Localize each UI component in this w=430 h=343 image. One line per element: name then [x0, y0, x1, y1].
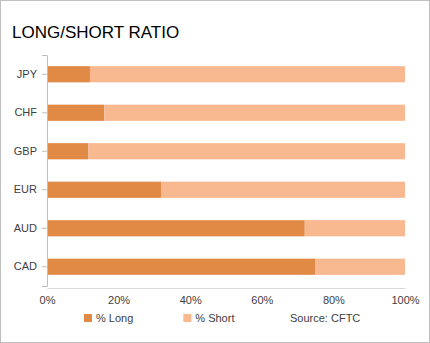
y-tick: JPY: [17, 68, 47, 80]
y-axis-line: [42, 56, 48, 287]
legend-swatch: [84, 314, 92, 322]
annotation: Source: CFTC: [290, 312, 360, 324]
x-tick-label: 0%: [40, 294, 56, 306]
x-tick: 20%: [108, 288, 130, 306]
y-tick-label: CHF: [14, 106, 37, 118]
y-tick: CHF: [14, 106, 47, 118]
y-tick-label: GBP: [14, 145, 37, 157]
x-tick-label: 40%: [180, 294, 202, 306]
y-tick-mark: [42, 228, 47, 229]
y-tick-label: EUR: [14, 183, 37, 195]
bar-segment: [162, 182, 405, 198]
x-tick-label: 60%: [251, 294, 273, 306]
y-tick-mark: [42, 266, 47, 267]
y-tick-label: JPY: [17, 68, 38, 80]
legend-label: % Long: [96, 312, 133, 324]
x-tick-label: 100%: [391, 294, 419, 306]
legend-label: % Short: [195, 312, 234, 324]
x-tick: 60%: [251, 288, 273, 306]
bar-segment: [47, 143, 88, 159]
x-tick: 100%: [391, 288, 419, 306]
x-axis: 0% 20% 40% 60% 80% 100%: [40, 288, 420, 306]
bar-segment: [305, 220, 405, 236]
y-axis: JPY CHF GBP EUR AUD CAD: [14, 56, 48, 287]
y-tick: AUD: [14, 222, 47, 234]
y-tick-mark: [42, 74, 47, 75]
legend-swatch: [183, 314, 191, 322]
bar-segment: [47, 182, 162, 198]
x-tick-label: 20%: [108, 294, 130, 306]
legend: % Long % Short: [84, 312, 234, 324]
bars: [47, 66, 405, 275]
chart: LONG/SHORT RATIO 0% 20% 40% 60% 80% 100% JPY CHF…: [0, 0, 430, 343]
y-tick-mark: [42, 151, 47, 152]
bar-segment: [316, 259, 406, 275]
y-tick: GBP: [14, 145, 47, 157]
bar-segment: [47, 259, 316, 275]
y-tick-label: AUD: [14, 222, 37, 234]
x-tick-label: 80%: [323, 294, 345, 306]
x-axis-line: [48, 288, 406, 289]
title: LONG/SHORT RATIO: [12, 23, 179, 42]
x-tick: 80%: [323, 288, 345, 306]
x-tick: 40%: [180, 288, 202, 306]
bar-segment: [47, 220, 305, 236]
y-tick-mark: [42, 112, 47, 113]
bar-segment: [88, 143, 405, 159]
y-tick: CAD: [14, 260, 47, 272]
y-tick-label: CAD: [14, 260, 37, 272]
chart-frame: [1, 1, 430, 343]
bar-segment: [90, 66, 405, 82]
y-tick-mark: [42, 189, 47, 190]
bar-segment: [47, 105, 104, 121]
bar-segment: [104, 105, 405, 121]
x-tick: 0%: [40, 288, 56, 306]
y-tick: EUR: [14, 183, 47, 195]
bar-segment: [47, 66, 90, 82]
